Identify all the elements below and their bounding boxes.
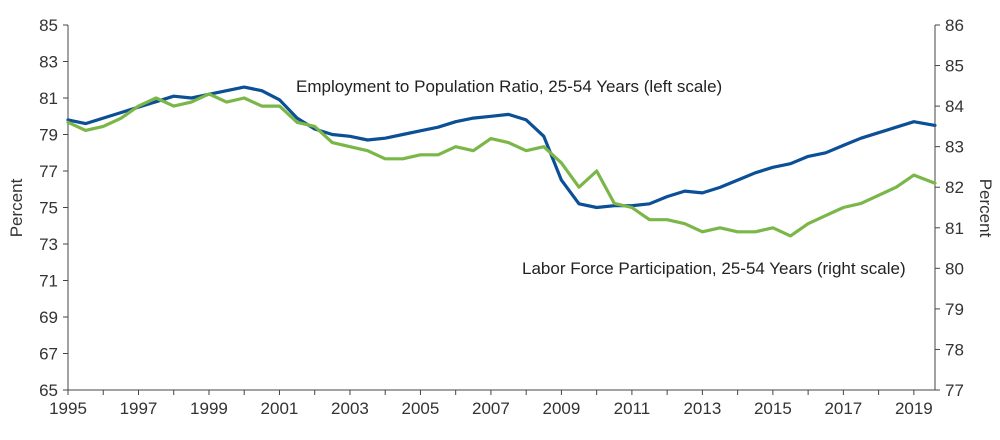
x-tick-label: 2005 <box>402 399 440 418</box>
left-tick-label: 71 <box>39 272 58 291</box>
x-tick-label: 2017 <box>824 399 862 418</box>
right-tick-label: 78 <box>945 340 964 359</box>
x-tick-label: 2019 <box>895 399 933 418</box>
right-tick-label: 86 <box>945 16 964 35</box>
series-layer <box>66 85 937 238</box>
left-axis-title: Percent <box>7 178 26 237</box>
right-tick-label: 83 <box>945 138 964 157</box>
right-tick-label: 81 <box>945 219 964 238</box>
participation-rate-line <box>66 92 937 238</box>
x-tick-label: 2003 <box>331 399 369 418</box>
x-tick-label: 1995 <box>49 399 87 418</box>
x-tick-label: 2013 <box>683 399 721 418</box>
right-tick-label: 80 <box>945 259 964 278</box>
left-tick-label: 85 <box>39 16 58 35</box>
right-y-ticks: 77 78 79 80 81 82 83 84 85 86 <box>935 16 964 400</box>
left-tick-label: 73 <box>39 235 58 254</box>
x-tick-label: 2011 <box>614 399 651 418</box>
employment-ratio-line <box>66 85 937 210</box>
x-axis-ticks: 1995 1997 1999 2001 2003 2005 2007 2009 2011 2013… <box>49 390 933 418</box>
right-tick-label: 84 <box>945 97 964 116</box>
left-y-ticks: 65 67 69 71 73 75 77 79 81 83 85 <box>39 16 68 400</box>
x-tick-label: 2001 <box>261 399 299 418</box>
left-tick-label: 69 <box>39 308 58 327</box>
left-tick-label: 75 <box>39 199 58 218</box>
left-tick-label: 81 <box>39 89 58 108</box>
x-tick-label: 1999 <box>190 399 228 418</box>
left-tick-label: 77 <box>39 162 58 181</box>
employment-series-label: Employment to Population Ratio, 25-54 Ye… <box>296 77 722 96</box>
x-tick-label: 2015 <box>754 399 792 418</box>
left-tick-label: 83 <box>39 53 58 72</box>
participation-series-label: Labor Force Participation, 25-54 Years (… <box>522 259 906 278</box>
left-tick-label: 79 <box>39 126 58 145</box>
right-tick-label: 79 <box>945 300 964 319</box>
right-tick-label: 77 <box>945 381 964 400</box>
left-tick-label: 65 <box>39 381 58 400</box>
right-axis-title: Percent <box>976 179 995 238</box>
x-tick-label: 1997 <box>120 399 158 418</box>
x-tick-label: 2007 <box>472 399 510 418</box>
left-tick-label: 67 <box>39 345 58 364</box>
right-tick-label: 82 <box>945 178 964 197</box>
right-tick-label: 85 <box>945 57 964 76</box>
x-tick-label: 2009 <box>543 399 581 418</box>
